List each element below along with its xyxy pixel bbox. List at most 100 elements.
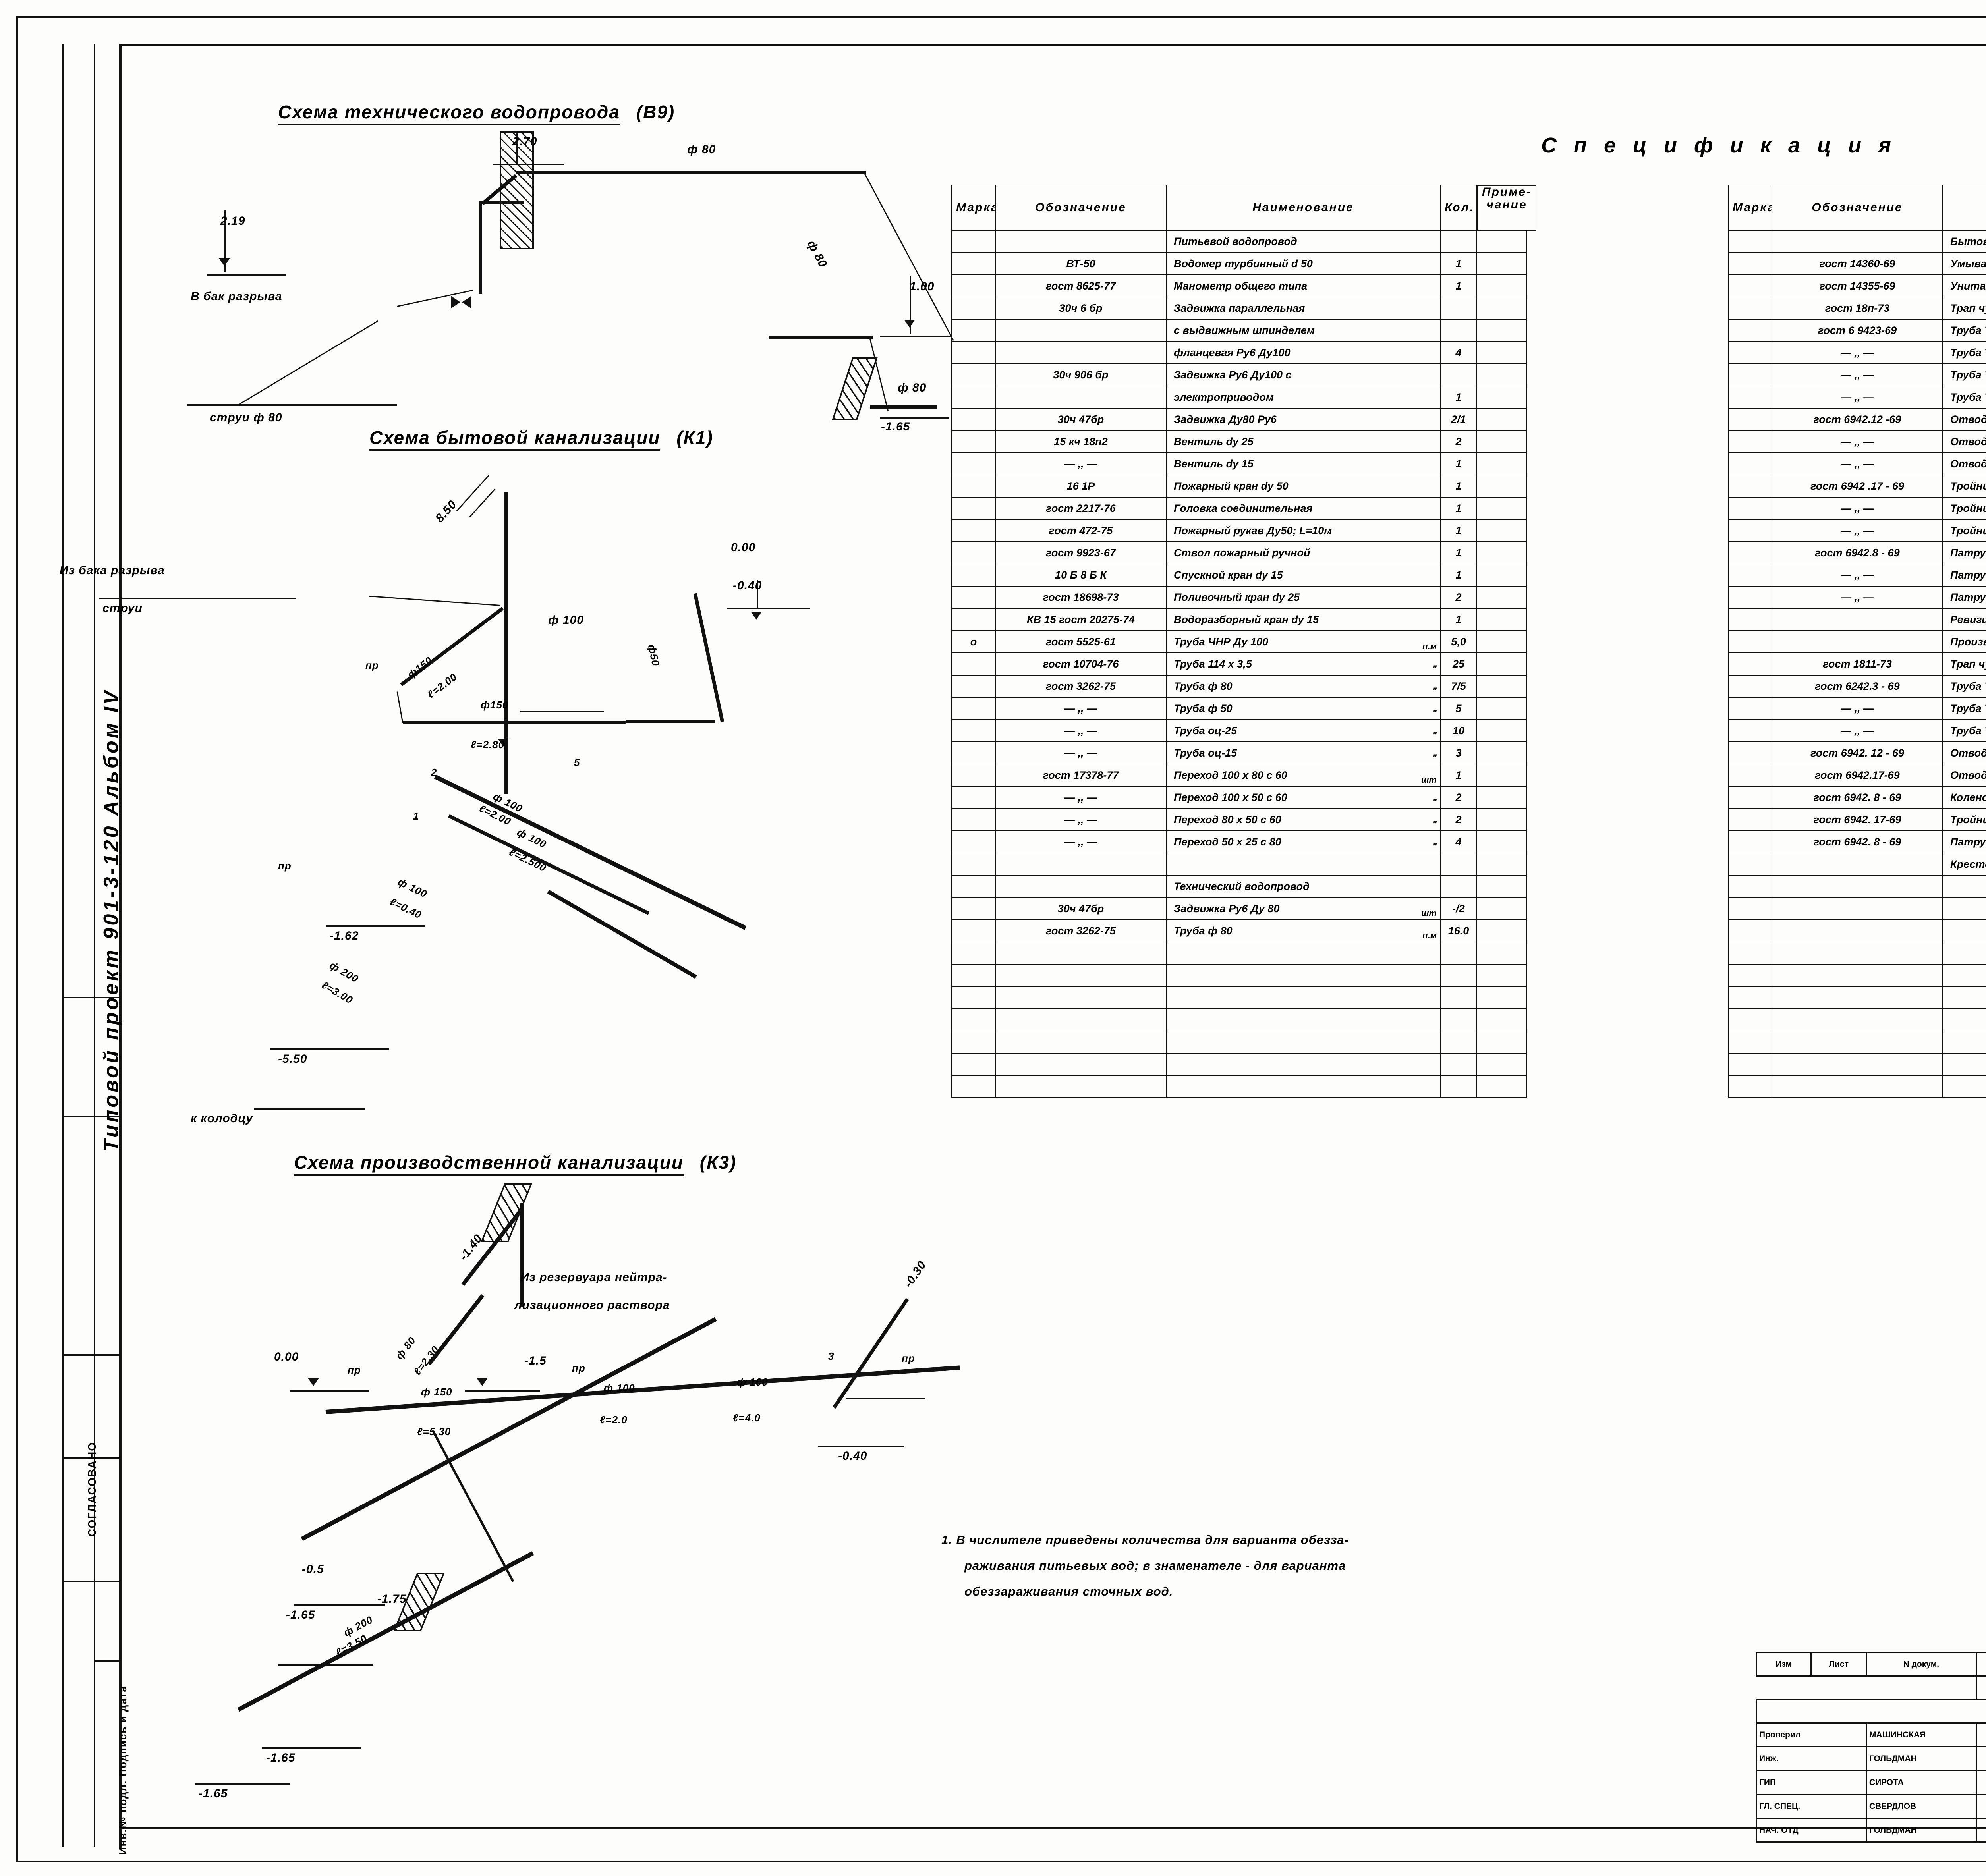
cell-name: фланцевая Ру6 Ду100 [1166,341,1441,364]
table-row [951,1031,1527,1054]
dim-rule [465,1390,540,1392]
table-row: гост 17378-77 Переход 100 х 80 с 60 шт 1 [951,764,1527,787]
cell-mark [951,675,996,698]
cell-designation: — ,, — [995,452,1167,475]
dim-rule [880,417,949,419]
cell-designation: гост 17378-77 [995,764,1167,787]
role-name: СИРОТА [1865,1770,1977,1795]
col-name: Наименование [1166,185,1441,231]
pipe-segment [403,721,626,724]
cell-name: Отвод 0 - 135 - 100 - А" [1942,764,1986,787]
cell-mark [951,830,996,853]
cell-unit: " [1432,752,1437,762]
source-label: Из бака разрыва [60,564,165,577]
cell-note [1476,719,1527,742]
specification-table-left: Марка Обозначение Наименование Кол. Прим… [951,185,1537,1098]
cell-designation [1772,608,1943,631]
cell-designation: гост 6242.3 - 69 [1772,675,1943,698]
role-row-3: ГИП СИРОТА Сирот СХЕМА ТЕХНИЧЕСКОГО ВОДО… [1756,1770,1986,1795]
cell-name: Труба ф 50 " [1166,697,1441,720]
dim-rule [99,598,296,599]
cell-note [1476,475,1527,498]
cell-mark [1728,652,1772,676]
table-row: гост 10704-76 Труба 114 х 3,5 " 25 [951,652,1527,676]
elevation-label: 0.00 [274,1350,299,1363]
pr-marker: пр [572,1362,585,1374]
table-row: — ,, —Тройник ТП - 50 /100 - А1 [1728,519,1986,542]
pipe-segment [516,171,866,174]
th-ndokum: N докум. [1865,1652,1977,1677]
cell-qty: 1 [1440,519,1477,542]
cell-mark [1728,942,1772,965]
cell-unit: п.м [1422,641,1437,651]
cell-name: Вентиль dу 15 [1166,452,1441,475]
cell-mark [1728,919,1772,942]
cell-mark [1728,1053,1772,1076]
dim-rule [254,1108,365,1110]
role-signature: Гольдм [1975,1746,1986,1771]
table-row: с выдвижным шпинделем [951,319,1527,342]
cell-mark [1728,341,1772,364]
cell-unit: " [1432,708,1437,718]
cell-mark [951,764,996,787]
cell-mark [951,363,996,386]
cell-qty: 1 [1440,252,1477,275]
cell-mark [1728,564,1772,587]
cell-qty: 25 [1440,652,1477,676]
cell-mark [951,652,996,676]
dim-leader [516,131,518,165]
cell-designation [1772,875,1943,898]
cell-note [1476,897,1527,920]
cell-mark [1728,230,1772,253]
table-row: — ,, — Вентиль dу 15 1 [951,452,1527,475]
elevation-label: -1.65 [286,1608,315,1621]
cell-qty [1440,1075,1477,1098]
cell-note [1476,808,1527,831]
dim-rule [493,164,564,165]
table-row: электроприводом 1 [951,386,1527,409]
cell-note [1476,1031,1527,1054]
cell-designation: — ,, — [995,830,1167,853]
footnote-line: обеззараживания сточных вод. [964,1585,1173,1599]
pipe-segment [870,405,937,409]
cell-note [1476,919,1527,942]
cell-note [1476,497,1527,520]
table-row [951,942,1527,965]
cell-designation: 15 кч 18п2 [995,430,1167,453]
sheet-frame-inner [119,44,1986,1849]
item-mark: 3 [828,1350,835,1362]
dim-rule [262,1747,361,1749]
cell-note [1476,430,1527,453]
cell-mark [951,964,996,987]
title-block: 901-3-120 ВК Изм Лист N докум. Подпись Х… [1755,1583,1986,1843]
margin-rule-b [62,1116,119,1117]
table-row: 15 кч 18п2 Вентиль dу 25 2 [951,430,1527,453]
cell-qty [1440,230,1477,253]
cell-qty [1440,363,1477,386]
cell-designation [1772,1008,1943,1031]
source-label: лизационного раствора [514,1299,670,1312]
table-row: — ,, —Труба ТЧК -150 - А - 1000"8 [1728,697,1986,720]
cell-mark [1728,764,1772,787]
margin-rule-e [62,1581,119,1582]
margin-rule-c [62,1354,119,1356]
cell-mark [1728,786,1772,809]
level-marker [498,739,509,747]
pipe-diameter-label: ф 80 [898,381,927,394]
cell-note [1476,297,1527,320]
table-row [951,1008,1527,1031]
cell-name [1942,919,1986,942]
cell-qty [1440,1031,1477,1054]
cell-mark [1728,1075,1772,1098]
cell-note [1476,363,1527,386]
cell-qty: 1 [1440,452,1477,475]
table-row: гост 6942.8 - 69Патрубок ПП 150 / 2001 [1728,541,1986,564]
cell-unit: " [1432,797,1437,807]
cell-designation [995,986,1167,1009]
role-signature: Сирот [1975,1770,1986,1795]
cell-note [1476,875,1527,898]
cell-mark [951,541,996,564]
th-data: Дата [1975,1675,1986,1700]
role-signature: Свр [1975,1794,1986,1819]
